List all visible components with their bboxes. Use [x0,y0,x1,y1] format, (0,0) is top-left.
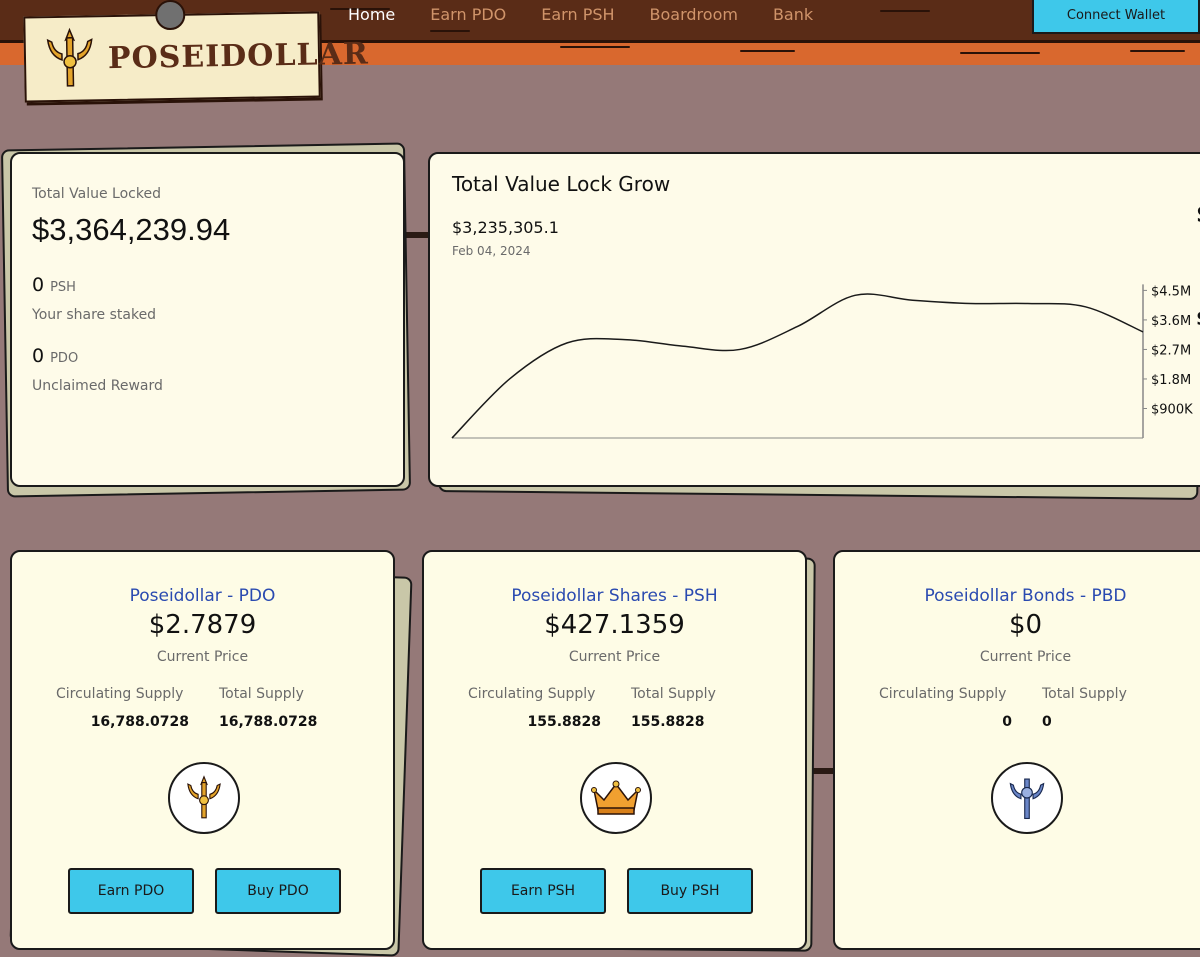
buy-pdo-button[interactable]: Buy PDO [215,868,341,914]
token-price: $2.7879 [148,610,257,640]
total-supply-label: Total Supply [631,686,716,702]
data-point[interactable] [1140,329,1146,335]
share-staked-number: 0 [32,274,45,296]
token-price: $427.1359 [544,610,685,640]
total-supply-label: Total Supply [1042,686,1127,702]
tvl-value: $3,364,239.94 [32,212,231,247]
share-staked-amount: 0 PSH [32,274,76,296]
earn-psh-button[interactable]: Earn PSH [480,868,606,914]
chart-title: Total Value Lock Grow [452,172,671,196]
unclaimed-label: Unclaimed Reward [32,378,163,394]
share-staked-unit: PSH [50,280,76,295]
circulating-supply-label: Circulating Supply [56,686,184,702]
buy-psh-button[interactable]: Buy PSH [627,868,753,914]
data-point[interactable] [737,346,743,352]
tvl-label: Total Value Locked [32,186,161,202]
wood-grain [330,8,390,10]
token-card-pdo: Poseidollar - PDO $2.7879 Current Price … [10,550,395,950]
current-price-label: Current Price [156,649,249,665]
nav-boardroom[interactable]: Boardroom [649,5,738,24]
share-staked-label: Your share staked [32,307,157,323]
pin-icon [155,0,186,31]
circulating-supply-value: 155.8828 [527,714,601,730]
main-nav: Home Earn PDO Earn PSH Boardroom Bank [348,5,813,24]
data-point[interactable] [449,435,455,441]
chart-hover-value: $3,235,305.1 [452,218,559,237]
chart-edge-label: $ [1196,200,1200,228]
connect-wallet-button[interactable]: Connect Wallet [1032,0,1200,34]
current-price-label: Current Price [568,649,661,665]
data-point[interactable] [679,343,685,349]
total-supply-value: 155.8828 [631,714,705,730]
token-price: $0 [1008,610,1043,640]
circulating-supply-value: 16,788.0728 [90,714,189,730]
trident-gold-icon [46,27,93,87]
tvl-series-line [451,293,1144,439]
y-tick-label: $4.5M [1151,284,1191,299]
wood-grain [880,10,930,12]
token-card-psh: Poseidollar Shares - PSH $427.1359 Curre… [422,550,807,950]
brand-name: POSEIDOLLAR [107,36,370,77]
token-name: Poseidollar Shares - PSH [511,586,718,606]
current-price-label: Current Price [979,649,1072,665]
earn-pdo-button[interactable]: Earn PDO [68,868,194,914]
data-point[interactable] [1025,301,1031,307]
wood-grain [1130,50,1185,52]
token-card-pbd: Poseidollar Bonds - PBD $0 Current Price… [833,550,1200,950]
wood-grain [960,52,1040,54]
tvl-line-chart[interactable]: $4.5M $3.6M $2.7M $1.8M $900K [430,154,1200,487]
trident-gold-icon [187,775,221,819]
circulating-supply-label: Circulating Supply [879,686,1007,702]
brand-logo[interactable]: POSEIDOLLAR [23,0,369,103]
token-name: Poseidollar - PDO [129,586,276,606]
wood-grain [430,30,470,32]
unclaimed-number: 0 [32,345,45,367]
data-point[interactable] [852,292,858,298]
nav-bank[interactable]: Bank [772,5,814,24]
tvl-card: Total Value Locked $3,364,239.94 0 PSH Yo… [10,152,405,487]
y-tick-label: $900K [1151,402,1193,417]
y-tick-label: $3.6M [1151,314,1191,329]
crown-icon [591,780,641,815]
data-point[interactable] [507,376,513,382]
unclaimed-amount: 0 PDO [32,345,78,367]
circulating-supply-label: Circulating Supply [468,686,596,702]
wood-grain [740,50,795,52]
data-point[interactable] [910,297,916,303]
token-icon [580,762,652,834]
nav-earn-psh[interactable]: Earn PSH [541,5,615,24]
nav-home[interactable]: Home [348,5,396,24]
data-point[interactable] [622,337,628,343]
chart-hover-date: Feb 04, 2024 [452,244,531,258]
nav-earn-pdo[interactable]: Earn PDO [430,5,507,24]
token-name: Poseidollar Bonds - PBD [924,586,1127,606]
bg-stroke [800,768,840,774]
data-point[interactable] [967,301,973,307]
wood-grain [560,46,630,48]
tvl-chart-card: Total Value Lock Grow $3,235,305.1 Feb 0… [428,152,1200,487]
data-point[interactable] [564,340,570,346]
y-tick-label: $2.7M [1151,343,1191,358]
token-icon [168,762,240,834]
trident-blue-icon [1009,778,1045,820]
circulating-supply-value: 0 [1002,714,1012,730]
total-supply-value: 0 [1042,714,1052,730]
data-point[interactable] [1082,304,1088,310]
data-point[interactable] [795,323,801,329]
unclaimed-unit: PDO [50,351,79,366]
y-tick-label: $1.8M [1151,373,1191,388]
total-supply-value: 16,788.0728 [219,714,318,730]
bg-stroke [396,232,440,238]
token-icon [991,762,1063,834]
chart-edge-label: $ [1196,306,1200,330]
total-supply-label: Total Supply [219,686,304,702]
